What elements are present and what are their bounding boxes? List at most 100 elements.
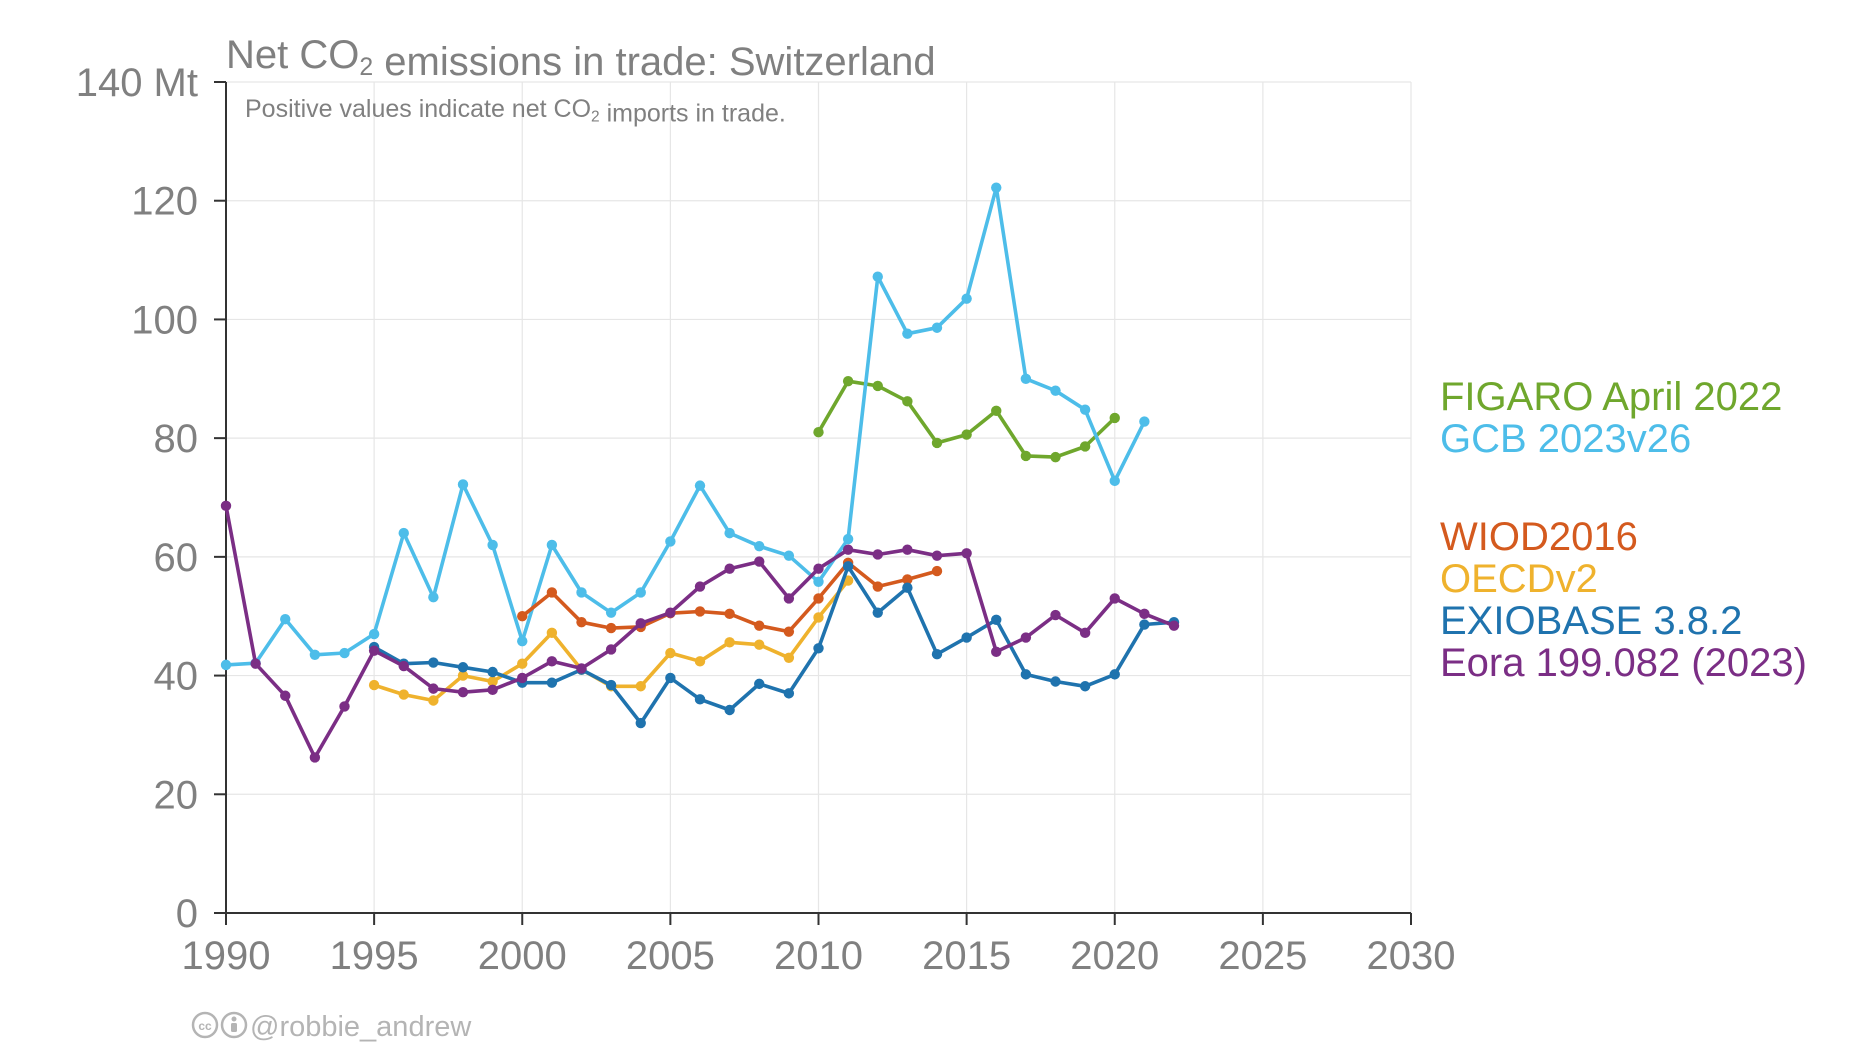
credit: cc @robbie_andrew [191, 1011, 472, 1042]
data-point-gcb-2023v26 [368, 628, 380, 640]
data-point-oecdv2 [694, 656, 706, 667]
data-point-gcb-2023v26 [665, 536, 676, 547]
series-lines [220, 182, 1180, 763]
chart-subtitle: Positive values indicate net CO2 imports… [245, 95, 786, 127]
data-point-figaro-april-2022 [931, 437, 943, 449]
data-point-eora-199-082-2023 [398, 660, 409, 672]
data-point-gcb-2023v26 [1050, 385, 1061, 396]
data-point-exiobase-3-8-2 [605, 679, 617, 691]
grid [226, 81, 1412, 913]
data-point-gcb-2023v26 [280, 613, 291, 625]
data-point-eora-199-082-2023 [1168, 620, 1180, 631]
legend-item-eora-199-082-2023: Eora 199.082 (2023) [1440, 641, 1807, 685]
data-point-gcb-2023v26 [1079, 404, 1091, 415]
data-point-exiobase-3-8-2 [813, 643, 824, 654]
data-point-figaro-april-2022 [1109, 412, 1120, 424]
data-point-wiod2016 [872, 581, 883, 592]
data-point-eora-199-082-2023 [309, 752, 321, 763]
y-tick-label: 60 [154, 536, 199, 580]
data-point-gcb-2023v26 [931, 322, 943, 333]
data-point-exiobase-3-8-2 [487, 666, 498, 678]
data-point-gcb-2023v26 [428, 592, 439, 603]
data-point-exiobase-3-8-2 [931, 649, 943, 660]
data-point-figaro-april-2022 [1020, 450, 1032, 462]
data-point-gcb-2023v26 [1139, 416, 1150, 427]
data-point-oecdv2 [517, 658, 528, 669]
series-eora-199-082-2023 [220, 500, 1180, 763]
data-point-exiobase-3-8-2 [665, 672, 676, 684]
data-point-eora-199-082-2023 [220, 500, 232, 512]
y-tick-label: 0 [176, 892, 198, 936]
legend-item-oecdv2: OECDv2 [1440, 557, 1598, 601]
chart-title: Net CO2 emissions in trade: Switzerland [226, 33, 936, 84]
data-point-exiobase-3-8-2 [1020, 669, 1032, 680]
data-point-exiobase-3-8-2 [1139, 619, 1150, 630]
svg-text:cc: cc [198, 1019, 212, 1033]
data-point-exiobase-3-8-2 [457, 662, 469, 673]
data-point-exiobase-3-8-2 [428, 657, 439, 668]
data-point-figaro-april-2022 [902, 396, 913, 407]
legend-item-gcb-2023v26: GCB 2023v26 [1440, 417, 1691, 461]
data-point-oecdv2 [546, 627, 558, 639]
axes [214, 81, 1412, 925]
data-point-eora-199-082-2023 [694, 581, 706, 592]
series-line-exiobase-3-8-2 [372, 564, 1176, 725]
data-point-oecdv2 [783, 652, 795, 663]
data-point-eora-199-082-2023 [842, 544, 854, 555]
data-point-gcb-2023v26 [813, 576, 824, 587]
data-point-eora-199-082-2023 [783, 593, 795, 604]
data-point-oecdv2 [813, 612, 824, 623]
data-point-exiobase-3-8-2 [546, 677, 558, 688]
data-point-gcb-2023v26 [961, 293, 972, 304]
data-point-figaro-april-2022 [1079, 441, 1091, 452]
data-point-eora-199-082-2023 [576, 663, 587, 674]
data-point-oecdv2 [754, 639, 765, 650]
data-point-exiobase-3-8-2 [842, 561, 854, 572]
data-point-wiod2016 [902, 574, 913, 585]
series-exiobase-3-8-2 [368, 561, 1180, 729]
series-line-gcb-2023v26 [224, 185, 1147, 667]
data-point-exiobase-3-8-2 [961, 632, 972, 643]
data-point-figaro-april-2022 [1050, 451, 1061, 463]
data-point-wiod2016 [783, 626, 795, 637]
series-line-eora-199-082-2023 [224, 503, 1176, 760]
data-point-exiobase-3-8-2 [872, 607, 883, 618]
x-tick-label: 2015 [922, 934, 1011, 978]
y-tick-label: 40 [154, 655, 199, 699]
data-point-exiobase-3-8-2 [635, 717, 646, 729]
data-point-eora-199-082-2023 [1050, 609, 1061, 621]
data-point-oecdv2 [398, 689, 409, 700]
data-point-gcb-2023v26 [1109, 475, 1120, 487]
data-point-gcb-2023v26 [576, 587, 587, 598]
data-point-eora-199-082-2023 [517, 672, 528, 684]
credit-handle: @robbie_andrew [250, 1011, 472, 1042]
data-point-eora-199-082-2023 [339, 701, 350, 712]
data-point-eora-199-082-2023 [546, 656, 558, 667]
data-point-exiobase-3-8-2 [1050, 676, 1061, 687]
data-point-exiobase-3-8-2 [783, 688, 795, 699]
y-tick-label: 140 Mt [76, 61, 198, 105]
x-tick-labels: 1990 1995 2000 2005 2010 2015 2020 2025 2030 [182, 934, 1456, 978]
data-point-wiod2016 [546, 587, 558, 598]
x-tick-label: 2005 [626, 934, 715, 978]
x-tick-label: 2000 [478, 934, 567, 978]
data-point-eora-199-082-2023 [635, 618, 646, 629]
data-point-oecdv2 [457, 670, 469, 681]
data-point-eora-199-082-2023 [1079, 627, 1091, 639]
data-point-figaro-april-2022 [872, 380, 883, 392]
data-point-eora-199-082-2023 [754, 556, 765, 567]
series-figaro-april-2022 [813, 375, 1120, 463]
data-point-exiobase-3-8-2 [754, 678, 765, 690]
x-tick-label: 2020 [1070, 934, 1159, 978]
data-point-gcb-2023v26 [339, 647, 350, 659]
data-point-oecdv2 [487, 676, 498, 687]
data-point-eora-199-082-2023 [724, 563, 735, 574]
data-point-eora-199-082-2023 [368, 645, 380, 656]
y-tick-labels: 0 20 40 60 80 100 120 140 Mt [76, 61, 198, 936]
data-point-gcb-2023v26 [220, 659, 232, 671]
data-point-gcb-2023v26 [309, 649, 321, 660]
data-point-wiod2016 [813, 593, 824, 604]
data-point-gcb-2023v26 [487, 539, 498, 551]
y-tick-label: 100 [131, 298, 198, 342]
attribution-icon [220, 1011, 248, 1039]
